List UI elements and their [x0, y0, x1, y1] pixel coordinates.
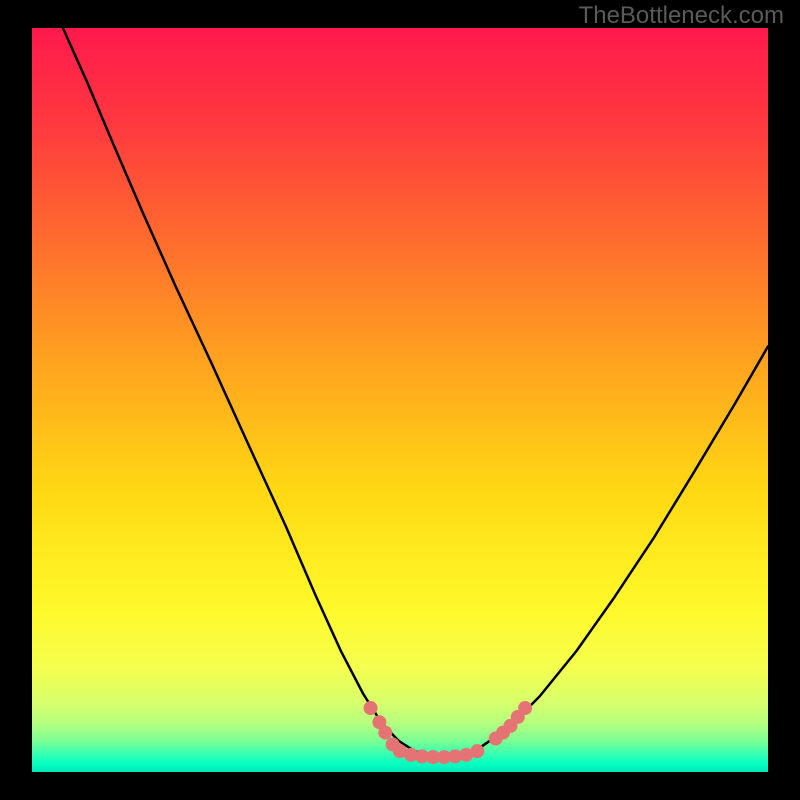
chart-overlay-svg [32, 28, 768, 772]
watermark-text: TheBottleneck.com [579, 2, 784, 30]
data-marker [364, 701, 378, 715]
bottleneck-curve [63, 28, 768, 757]
data-marker [378, 726, 392, 740]
data-marker [518, 701, 532, 715]
plot-area [32, 28, 768, 772]
data-marker [470, 744, 484, 758]
chart-frame: { "figure": { "type": "line", "canvas": … [0, 0, 800, 800]
marker-group [364, 701, 533, 764]
